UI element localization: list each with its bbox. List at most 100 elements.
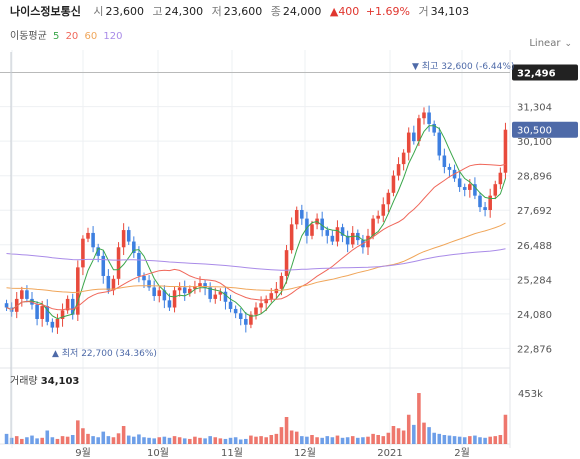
candle bbox=[427, 105, 431, 132]
volume-bar bbox=[503, 414, 508, 444]
candle bbox=[249, 311, 253, 329]
candle-body bbox=[106, 275, 111, 291]
ma-line-ma20 bbox=[6, 163, 506, 311]
volume-bar bbox=[422, 422, 426, 444]
candle-body bbox=[137, 253, 141, 276]
volume-bar bbox=[91, 436, 95, 444]
volume-bar bbox=[228, 437, 233, 444]
volume-bar bbox=[417, 393, 421, 444]
candle-body bbox=[65, 298, 70, 311]
volume-bar bbox=[498, 435, 503, 444]
candle-body bbox=[20, 290, 24, 299]
volume-bar bbox=[177, 437, 182, 444]
volume-bar bbox=[126, 435, 131, 444]
current-price-tag bbox=[512, 121, 578, 138]
ma-legend-label: 이동평균 bbox=[10, 31, 47, 42]
candle-body bbox=[218, 291, 223, 295]
volume-bar bbox=[345, 437, 350, 444]
ma20-legend: 20 bbox=[65, 31, 79, 42]
candle-body bbox=[386, 192, 391, 205]
candle bbox=[223, 286, 228, 310]
candle-body bbox=[478, 195, 482, 208]
volume-bar bbox=[40, 437, 44, 444]
candle-body bbox=[473, 184, 477, 196]
candle bbox=[488, 188, 492, 218]
candle-body bbox=[274, 288, 279, 294]
candle bbox=[65, 295, 70, 314]
candle-body bbox=[213, 294, 218, 299]
candle-body bbox=[249, 314, 253, 325]
low-value: 23,600 bbox=[223, 5, 263, 18]
volume-bar bbox=[442, 435, 447, 444]
volume-bar bbox=[96, 437, 100, 444]
volume-bar bbox=[213, 437, 218, 444]
close-label: 종 bbox=[270, 5, 281, 18]
volume-bar bbox=[121, 426, 126, 444]
candle-body bbox=[81, 238, 85, 268]
change-percent: +1.69% bbox=[365, 5, 410, 18]
candle-body bbox=[330, 235, 335, 242]
volume-value: 34,103 bbox=[430, 5, 470, 18]
price-tick-label: 26,488 bbox=[517, 241, 552, 252]
candle-body bbox=[35, 304, 39, 319]
candle-body bbox=[320, 218, 324, 231]
candle-body bbox=[60, 310, 65, 319]
volume-bar bbox=[182, 438, 187, 444]
candle bbox=[289, 217, 294, 254]
candle-body bbox=[177, 287, 182, 291]
candle-body bbox=[96, 247, 100, 256]
volume-bar bbox=[203, 438, 207, 444]
low-marker-label: ▲ 최저 22,700 (34.36%) bbox=[52, 348, 157, 359]
volume-bar bbox=[274, 433, 279, 444]
candle bbox=[55, 313, 60, 334]
candle-body bbox=[457, 178, 462, 188]
volume-bar bbox=[14, 436, 19, 444]
volume-label: 거 bbox=[418, 5, 429, 18]
candle bbox=[177, 282, 182, 297]
volume-bar bbox=[101, 431, 106, 444]
candle-body bbox=[462, 187, 467, 190]
candle bbox=[45, 299, 50, 326]
candle-body bbox=[488, 195, 492, 210]
candle-body bbox=[4, 303, 9, 308]
candle-body bbox=[498, 172, 503, 185]
candle-body bbox=[228, 301, 233, 309]
candle bbox=[162, 285, 167, 309]
volume-bar bbox=[60, 436, 65, 444]
candle-body bbox=[50, 321, 55, 328]
candle bbox=[111, 275, 116, 296]
volume-bar bbox=[35, 438, 39, 444]
candle-body bbox=[244, 318, 248, 325]
candle-body bbox=[442, 155, 447, 167]
price-tick-label: 28,896 bbox=[517, 172, 552, 183]
volume-bar bbox=[468, 436, 472, 444]
volume-bar bbox=[86, 433, 90, 444]
candle bbox=[478, 192, 482, 213]
volume-bar bbox=[193, 436, 197, 444]
candle-body bbox=[406, 132, 411, 153]
candle bbox=[233, 305, 238, 319]
candle-body bbox=[157, 290, 162, 297]
candle bbox=[350, 226, 355, 248]
moving-average-legend[interactable]: 이동평균 5 20 60 120 bbox=[10, 27, 126, 42]
candle-body bbox=[264, 298, 268, 304]
candle bbox=[335, 220, 340, 247]
candle-body bbox=[70, 298, 75, 315]
candle bbox=[264, 295, 268, 311]
candle-body bbox=[350, 232, 355, 245]
candle-body bbox=[238, 313, 243, 319]
candle bbox=[406, 127, 411, 161]
candle bbox=[254, 302, 258, 320]
volume-bar bbox=[233, 437, 238, 444]
scale-selector[interactable]: Linear ⌄ bbox=[529, 38, 572, 49]
candle-body bbox=[468, 184, 472, 190]
candle bbox=[366, 228, 370, 256]
x-tick-label: 9월 bbox=[75, 447, 91, 459]
volume-bar bbox=[279, 427, 284, 444]
candle bbox=[238, 308, 243, 326]
candle-body bbox=[121, 230, 126, 248]
candle bbox=[396, 157, 401, 181]
volume-bar bbox=[249, 435, 253, 444]
volume-bar bbox=[55, 438, 60, 444]
